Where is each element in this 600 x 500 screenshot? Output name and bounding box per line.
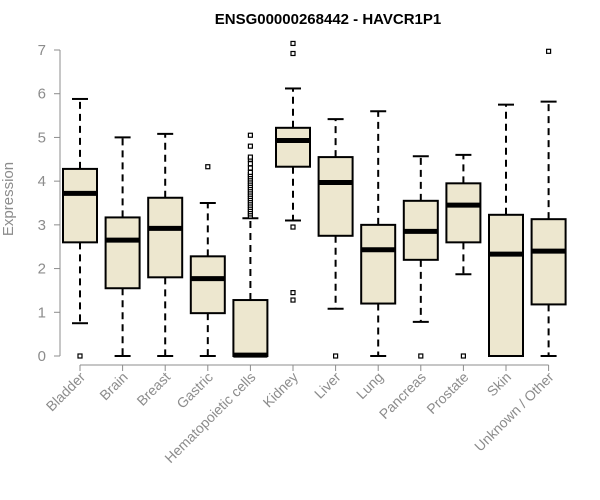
x-tick-label: Brain bbox=[96, 369, 130, 403]
y-tick-label: 5 bbox=[38, 129, 46, 146]
y-axis: 0 1 2 3 4 5 6 7 bbox=[38, 42, 61, 365]
outlier-point bbox=[247, 143, 253, 149]
y-tick-label: 6 bbox=[38, 86, 46, 103]
x-tick-label: Skin bbox=[484, 369, 515, 400]
outlier-point bbox=[460, 353, 466, 359]
iqr-box bbox=[232, 299, 269, 357]
outlier-point bbox=[418, 353, 424, 359]
x-tick-label: Kidney bbox=[260, 369, 302, 411]
outlier-point bbox=[247, 165, 253, 171]
iqr-box bbox=[445, 182, 482, 244]
box-breast bbox=[147, 132, 184, 357]
box-lung bbox=[360, 110, 397, 357]
iqr-box bbox=[488, 213, 524, 357]
chart-title: ENSG00000268442 - HAVCR1P1 bbox=[215, 11, 442, 28]
outlier-point bbox=[333, 353, 339, 359]
iqr-box bbox=[360, 223, 397, 305]
outlier-point bbox=[247, 154, 253, 160]
iqr-box bbox=[275, 126, 311, 168]
box-bladder bbox=[62, 97, 98, 359]
outlier-point bbox=[290, 40, 296, 47]
iqr-box bbox=[62, 167, 98, 244]
outlier-point bbox=[290, 224, 296, 230]
x-tick-label: Lung bbox=[353, 369, 386, 402]
box-brain bbox=[104, 136, 141, 357]
y-tick-label: 1 bbox=[38, 304, 46, 321]
y-tick-label: 4 bbox=[38, 173, 46, 190]
y-tick-label: 3 bbox=[38, 217, 46, 234]
box-pancreas bbox=[402, 155, 439, 359]
box-prostate bbox=[445, 153, 482, 359]
outlier-point bbox=[77, 353, 83, 359]
outlier-point bbox=[290, 50, 296, 57]
x-tick-label: Unknown / Other bbox=[471, 369, 557, 455]
outlier-point bbox=[247, 161, 253, 167]
outlier-point bbox=[247, 169, 253, 175]
y-tick-label: 7 bbox=[38, 42, 46, 59]
y-axis-label: Expression bbox=[0, 162, 17, 236]
y-tick-label: 2 bbox=[38, 261, 46, 278]
outlier-point bbox=[290, 297, 296, 303]
box-hematopoietic-cells bbox=[232, 132, 269, 358]
x-tick-label: Liver bbox=[311, 369, 344, 402]
outlier-point bbox=[545, 48, 552, 54]
iqr-box bbox=[104, 216, 141, 290]
box-skin bbox=[488, 103, 524, 357]
x-tick-label: Bladder bbox=[43, 369, 89, 415]
outlier-point bbox=[205, 164, 211, 170]
x-tick-label: Breast bbox=[133, 369, 173, 409]
iqr-box bbox=[189, 255, 226, 315]
iqr-box bbox=[530, 218, 567, 306]
box-unknown-other bbox=[530, 48, 567, 357]
iqr-box bbox=[147, 196, 184, 279]
x-tick-label: Pancreas bbox=[376, 369, 429, 422]
box-kidney bbox=[275, 40, 311, 303]
iqr-box bbox=[317, 156, 354, 237]
box-gastric bbox=[189, 164, 226, 357]
plot-area bbox=[62, 40, 567, 359]
outlier-point bbox=[290, 290, 296, 296]
box-liver bbox=[317, 118, 354, 359]
y-tick-label: 0 bbox=[38, 348, 46, 365]
outlier-point bbox=[247, 132, 253, 138]
x-tick-label: Prostate bbox=[423, 369, 471, 417]
x-tick-label: Gastric bbox=[173, 369, 216, 412]
